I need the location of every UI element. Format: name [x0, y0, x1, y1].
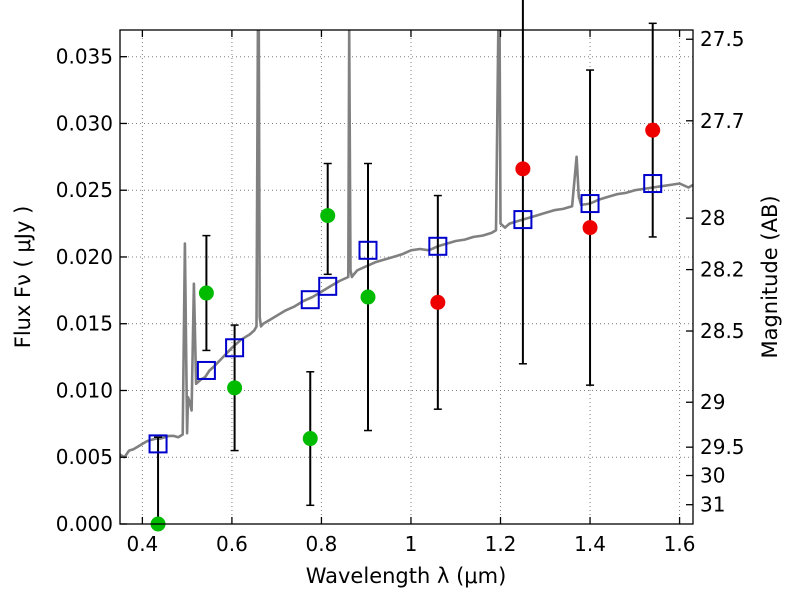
- model-photometry-point: [300, 290, 320, 310]
- plot-area: [120, 30, 693, 524]
- observed-point: [515, 161, 531, 177]
- plot-content: [120, 30, 693, 459]
- y-tick-label: 0.035: [56, 45, 113, 69]
- magnitude-tick-label: 29: [700, 390, 725, 414]
- observed-point: [198, 285, 214, 301]
- y-tick-label: 0.010: [56, 378, 113, 402]
- magnitude-tick-label: 30: [700, 464, 725, 488]
- model-photometry-point: [428, 236, 448, 256]
- observed-point: [302, 431, 318, 447]
- model-photometry-point: [196, 360, 216, 380]
- magnitude-tick-label: 31: [700, 493, 725, 517]
- magnitude-tick-label: 29.5: [700, 435, 745, 459]
- y-tick-label: 0.020: [56, 245, 113, 269]
- model-spectrum-line: [120, 30, 693, 459]
- magnitude-tick-label: 28.5: [700, 319, 745, 343]
- observed-point: [582, 220, 598, 236]
- magnitude-axis-label: Magnitude (AB): [758, 195, 782, 358]
- model-photometry-point: [513, 210, 533, 230]
- y-tick-label: 0.030: [56, 111, 113, 135]
- model-photometry-point: [580, 194, 600, 214]
- x-tick-label: 1: [405, 532, 418, 556]
- y-tick-label: 0.000: [56, 512, 113, 536]
- observed-point: [645, 122, 661, 138]
- y-tick-label: 0.025: [56, 178, 113, 202]
- model-photometry-point: [318, 276, 338, 296]
- plot-frame: [119, 29, 694, 525]
- x-tick-label: 0.4: [126, 532, 158, 556]
- model-photometry-point: [643, 174, 663, 194]
- y-tick-label: 0.005: [56, 445, 113, 469]
- observed-point: [320, 208, 336, 224]
- model-photometry-point: [358, 240, 378, 260]
- observed-point: [430, 294, 446, 310]
- observed-point: [360, 289, 376, 305]
- magnitude-tick-label: 27.5: [700, 27, 745, 51]
- magnitude-tick-label: 28: [700, 206, 725, 230]
- y-axis-label: Flux Fν ( μJy ): [11, 206, 35, 349]
- model-photometry-squares: [148, 174, 663, 454]
- x-tick-label: 0.6: [216, 532, 248, 556]
- y-tick-label: 0.015: [56, 312, 113, 336]
- x-tick-label: 1.6: [664, 532, 696, 556]
- x-axis-label: Wavelength λ (μm): [306, 564, 507, 588]
- model-photometry-point: [148, 434, 168, 454]
- magnitude-tick-label: 28.2: [700, 258, 745, 282]
- x-tick-label: 0.8: [306, 532, 338, 556]
- x-tick-label: 1.2: [485, 532, 517, 556]
- model-photometry-point: [225, 338, 245, 358]
- magnitude-tick-label: 27.7: [700, 109, 745, 133]
- data-points: [150, 122, 661, 532]
- ticks: [120, 30, 693, 525]
- observed-point: [227, 380, 243, 396]
- x-tick-label: 1.4: [574, 532, 606, 556]
